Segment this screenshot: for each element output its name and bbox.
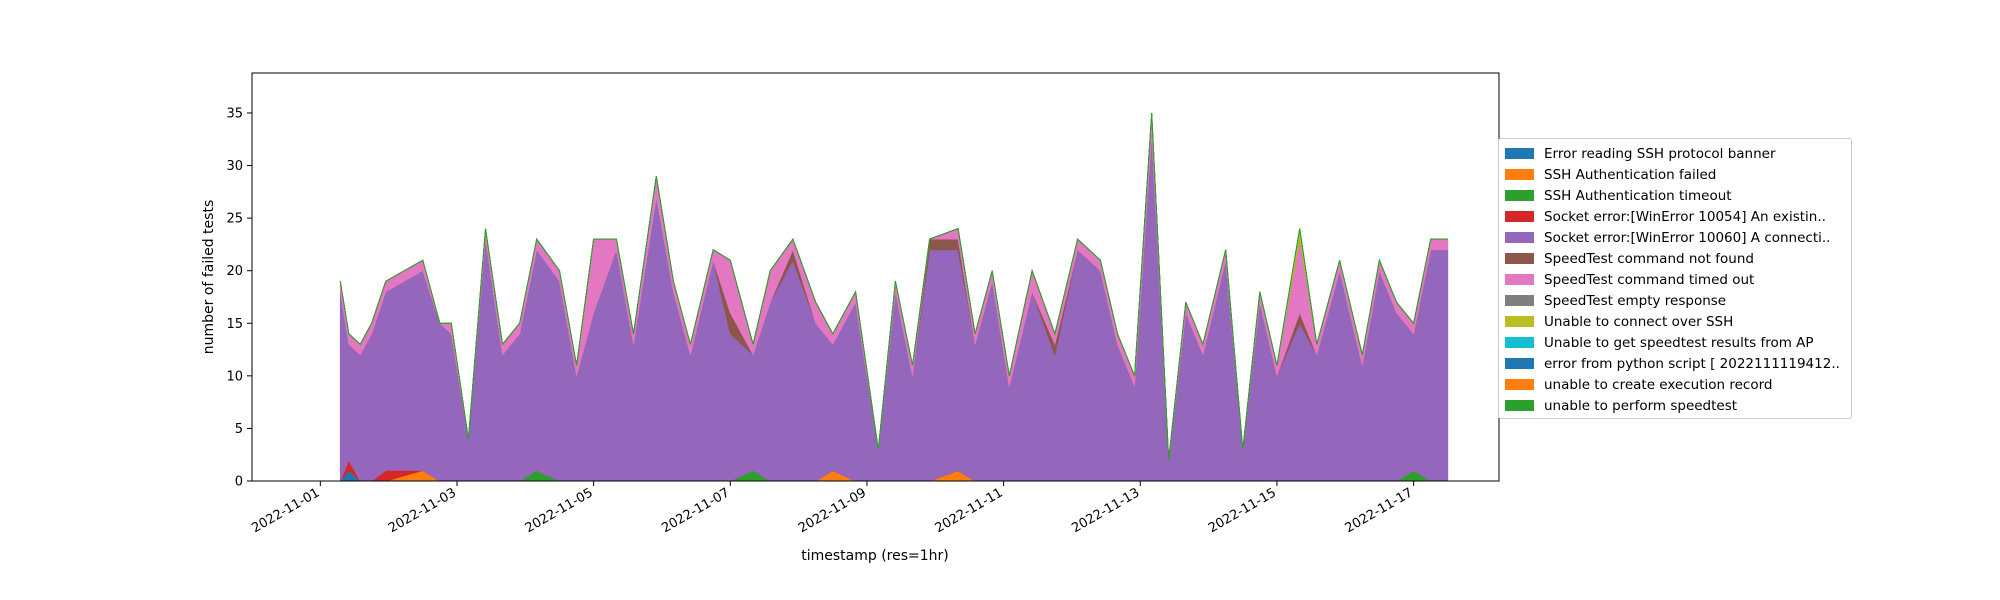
x-tick-label: 2022-11-05 <box>523 485 596 536</box>
area-top-outline <box>339 112 1448 461</box>
legend-label: Socket error:[WinError 10060] A connecti… <box>1544 229 1831 246</box>
legend-swatch <box>1505 337 1534 348</box>
legend-item: Socket error:[WinError 10054] An existin… <box>1505 206 1845 227</box>
y-tick-label: 35 <box>226 106 243 121</box>
legend-label: Unable to get speedtest results from AP <box>1544 334 1814 351</box>
legend-item: SSH Authentication failed <box>1505 164 1845 185</box>
legend-swatch <box>1505 316 1534 327</box>
legend-item: Unable to get speedtest results from AP <box>1505 332 1845 353</box>
legend-label: Socket error:[WinError 10054] An existin… <box>1544 208 1826 225</box>
x-tick-label: 2022-11-17 <box>1343 485 1416 536</box>
legend-item: SpeedTest empty response <box>1505 290 1845 311</box>
legend-item: unable to create execution record <box>1505 374 1845 395</box>
legend-item: Unable to connect over SSH <box>1505 311 1845 332</box>
legend-label: Error reading SSH protocol banner <box>1544 145 1776 162</box>
x-tick-label: 2022-11-11 <box>933 485 1006 536</box>
legend-swatch <box>1505 232 1534 243</box>
x-tick-label: 2022-11-09 <box>796 485 869 536</box>
legend-item: SpeedTest command timed out <box>1505 269 1845 290</box>
legend-label: SpeedTest command timed out <box>1544 271 1755 288</box>
y-tick-label: 5 <box>235 422 243 437</box>
legend-item: SpeedTest command not found <box>1505 248 1845 269</box>
x-tick-label: 2022-11-01 <box>249 485 322 536</box>
legend-swatch <box>1505 190 1534 201</box>
legend-label: SSH Authentication failed <box>1544 166 1717 183</box>
legend-swatch <box>1505 169 1534 180</box>
x-tick-label: 2022-11-13 <box>1069 485 1142 536</box>
chart-areas <box>339 112 1449 482</box>
legend-swatch <box>1505 274 1534 285</box>
y-tick-label: 25 <box>226 212 243 227</box>
x-axis: 2022-11-01 2022-11-03 2022-11-05 2022-11-07… <box>249 481 1416 536</box>
legend-swatch <box>1505 379 1534 390</box>
y-axis-title: number of failed tests <box>201 200 217 354</box>
legend-label: unable to create execution record <box>1544 376 1773 393</box>
legend-label: error from python script [ 2022111119412… <box>1544 355 1840 372</box>
y-tick-label: 30 <box>226 159 243 174</box>
y-axis: 0 5 10 15 20 25 30 35 <box>226 106 252 490</box>
y-tick-label: 15 <box>226 317 243 332</box>
legend-swatch <box>1505 400 1534 411</box>
chart-legend: Error reading SSH protocol banner SSH Aut… <box>1498 138 1852 419</box>
legend-label: SpeedTest empty response <box>1544 292 1727 309</box>
legend-swatch <box>1505 148 1534 159</box>
legend-item: SSH Authentication timeout <box>1505 185 1845 206</box>
legend-swatch <box>1505 295 1534 306</box>
y-tick-label: 20 <box>226 264 243 279</box>
y-tick-label: 0 <box>235 475 243 490</box>
x-axis-title: timestamp (res=1hr) <box>801 548 949 564</box>
legend-swatch <box>1505 211 1534 222</box>
legend-label: Unable to connect over SSH <box>1544 313 1734 330</box>
legend-label: SSH Authentication timeout <box>1544 187 1732 204</box>
legend-label: SpeedTest command not found <box>1544 250 1754 267</box>
legend-swatch <box>1505 358 1534 369</box>
legend-label: unable to perform speedtest <box>1544 397 1738 414</box>
x-tick-label: 2022-11-07 <box>659 485 732 536</box>
legend-swatch <box>1505 253 1534 264</box>
legend-item: Error reading SSH protocol banner <box>1505 143 1845 164</box>
legend-item: unable to perform speedtest <box>1505 395 1845 416</box>
legend-item: error from python script [ 2022111119412… <box>1505 353 1845 374</box>
y-tick-label: 10 <box>226 369 243 384</box>
x-tick-label: 2022-11-03 <box>386 485 459 536</box>
legend-item: Socket error:[WinError 10060] A connecti… <box>1505 227 1845 248</box>
x-tick-label: 2022-11-15 <box>1206 485 1279 536</box>
